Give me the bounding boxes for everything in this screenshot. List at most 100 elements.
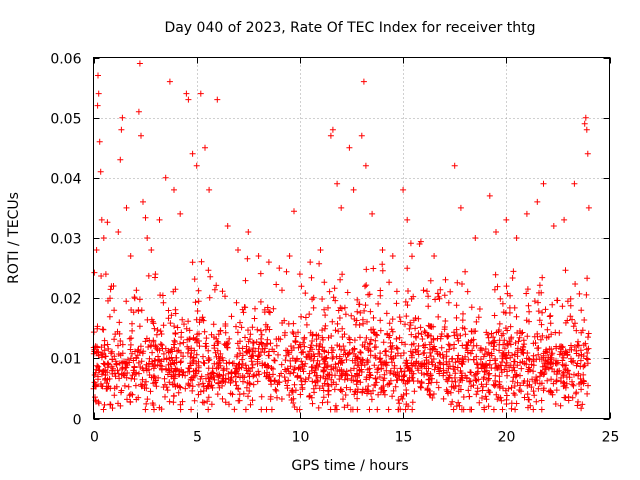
x-tick-label: 5 bbox=[193, 430, 202, 446]
roti-point bbox=[486, 192, 493, 199]
roti-point bbox=[255, 253, 262, 259]
roti-point bbox=[156, 216, 163, 223]
roti-point bbox=[98, 216, 105, 223]
roti-point bbox=[166, 78, 173, 85]
roti-point bbox=[350, 186, 357, 193]
roti-point bbox=[431, 253, 438, 259]
roti-point bbox=[140, 198, 146, 205]
roti-point bbox=[148, 247, 155, 253]
roti-point bbox=[136, 60, 143, 67]
roti-point bbox=[123, 204, 130, 211]
roti-point bbox=[416, 241, 423, 247]
roti-point bbox=[400, 186, 407, 193]
roti-point bbox=[119, 114, 126, 121]
roti-point bbox=[111, 307, 118, 314]
roti-point bbox=[197, 90, 204, 97]
roti-point bbox=[362, 162, 369, 169]
roti-point bbox=[189, 150, 196, 157]
roti-point bbox=[296, 271, 303, 278]
roti-point bbox=[346, 144, 353, 151]
x-tick-label: 10 bbox=[292, 430, 310, 446]
roti-point bbox=[571, 180, 578, 187]
y-tick-label: 0.04 bbox=[50, 172, 81, 188]
roti-point bbox=[583, 126, 590, 133]
y-tick-label: 0.01 bbox=[50, 352, 81, 368]
roti-point bbox=[95, 90, 102, 97]
roti-point bbox=[540, 180, 547, 187]
roti-point bbox=[131, 295, 138, 302]
roti-point bbox=[202, 144, 208, 151]
y-tick-label: 0.03 bbox=[50, 232, 81, 248]
roti-point bbox=[584, 150, 591, 157]
roti-point bbox=[334, 180, 341, 187]
roti-point bbox=[585, 204, 592, 211]
roti-point bbox=[95, 72, 101, 79]
x-tick-label: 25 bbox=[602, 430, 620, 446]
roti-point bbox=[118, 126, 125, 133]
roti-point bbox=[276, 265, 283, 272]
y-axis-label: ROTI / TECUs bbox=[6, 192, 22, 284]
roti-point bbox=[135, 108, 142, 115]
roti-point bbox=[185, 96, 192, 103]
x-tick-label: 0 bbox=[90, 430, 99, 446]
roti-point bbox=[127, 253, 134, 259]
roti-point bbox=[451, 162, 458, 169]
roti-point bbox=[138, 132, 144, 139]
roti-point bbox=[144, 235, 151, 241]
y-tick-label: 0 bbox=[73, 413, 82, 429]
roti-point bbox=[152, 271, 159, 278]
roti-point bbox=[307, 259, 314, 266]
roti-point bbox=[317, 247, 324, 253]
roti-point bbox=[102, 271, 109, 278]
roti-point bbox=[91, 379, 98, 386]
x-axis-label: GPS time / hours bbox=[291, 458, 408, 474]
roti-point bbox=[457, 204, 464, 211]
roti-point bbox=[214, 96, 221, 103]
roti-point bbox=[582, 114, 589, 121]
roti-point bbox=[97, 168, 104, 175]
roti-point bbox=[286, 253, 293, 259]
y-tick-label: 0.05 bbox=[50, 112, 81, 128]
roti-point bbox=[94, 102, 101, 109]
roti-point bbox=[107, 295, 113, 302]
y-tick-label: 0.02 bbox=[50, 292, 81, 308]
roti-point bbox=[115, 229, 122, 235]
roti-point bbox=[162, 174, 169, 181]
roti-point bbox=[100, 235, 107, 241]
ticks: 0 5 10 15 20 25 0 0.01 0.02 0.03 0.04 0.05 0.06 bbox=[50, 52, 619, 446]
roti-point bbox=[245, 229, 252, 235]
x-tick-label: 15 bbox=[395, 430, 413, 446]
roti-point bbox=[265, 259, 272, 266]
roti-point bbox=[513, 235, 520, 241]
roti-point bbox=[358, 132, 365, 139]
roti-point bbox=[177, 210, 184, 217]
roti-point bbox=[171, 186, 177, 193]
roti-point bbox=[235, 247, 241, 253]
data-points bbox=[90, 60, 592, 413]
roti-point bbox=[472, 235, 479, 241]
roti-point-cloud bbox=[90, 208, 592, 413]
y-tick-label: 0.06 bbox=[50, 52, 81, 68]
roti-point bbox=[493, 229, 499, 235]
roti-point bbox=[561, 216, 568, 223]
roti-point bbox=[193, 162, 200, 169]
roti-point bbox=[550, 223, 557, 229]
roti-point bbox=[329, 126, 336, 133]
roti-point bbox=[224, 223, 231, 229]
roti-point bbox=[117, 156, 124, 163]
roti-point bbox=[206, 186, 213, 193]
roti-point bbox=[360, 78, 367, 85]
roti-point bbox=[523, 210, 530, 217]
roti-point bbox=[404, 216, 411, 223]
roti-point bbox=[534, 198, 541, 205]
chart-title: Day 040 of 2023, Rate Of TEC Index for r… bbox=[164, 20, 535, 36]
roti-point bbox=[338, 204, 345, 211]
roti-point bbox=[183, 90, 190, 97]
x-tick-label: 20 bbox=[498, 430, 516, 446]
roti-point bbox=[503, 216, 510, 223]
roti-point bbox=[369, 210, 376, 217]
roti-point bbox=[96, 138, 103, 145]
roti-point bbox=[327, 132, 334, 139]
roti-point bbox=[389, 253, 396, 259]
